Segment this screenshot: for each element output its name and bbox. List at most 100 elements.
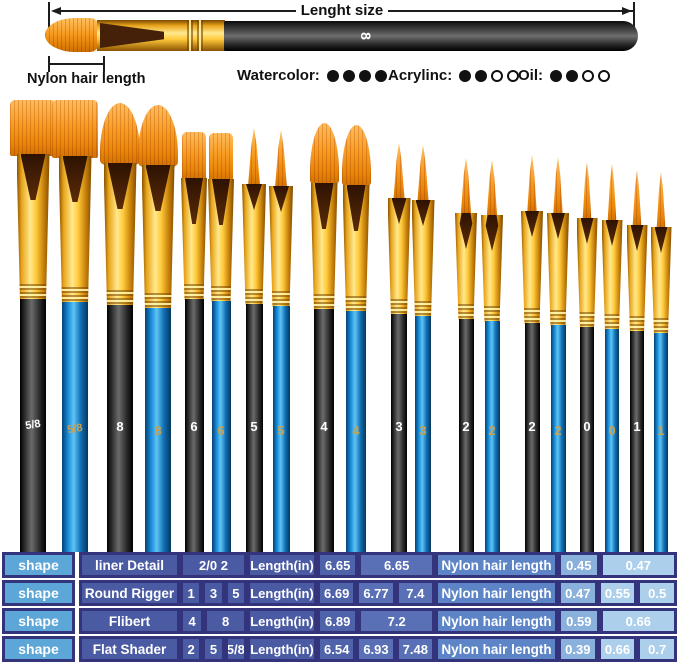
filled-dot-icon xyxy=(358,69,371,82)
brush-size-0-black: 0 xyxy=(555,0,619,552)
brush-size-4-blue: 4 xyxy=(324,0,388,552)
brush-crimp xyxy=(626,316,648,330)
table-cell-size: 8 xyxy=(204,608,247,634)
table-cell-shape: shape xyxy=(2,580,75,606)
table-cell-size: 4 xyxy=(180,608,205,634)
brush-crimp xyxy=(141,293,175,307)
table-group-nylon-values: 0.39 0.66 0.7 xyxy=(558,636,678,662)
table-row: shape Round Rigger 1 3 5 Length(in) 6.69 6.77 7.… xyxy=(2,580,678,606)
brush-size-number: 2 xyxy=(554,423,562,438)
brush-ferrule xyxy=(411,200,435,317)
table-cell-nylon-value: 0.45 xyxy=(558,552,600,578)
arrow-right-icon xyxy=(622,7,632,15)
brush-ferrule xyxy=(310,183,338,310)
brush-crimp xyxy=(601,314,623,328)
filled-dot-icon xyxy=(326,69,339,82)
measure-endbar-right xyxy=(633,2,635,32)
table-group-sizes: 2 5 5/8 xyxy=(180,636,247,662)
brush-hair xyxy=(182,132,206,180)
table-cell-shape: shape xyxy=(2,552,75,578)
brush-size-number: 0 xyxy=(583,419,591,434)
brush-handle xyxy=(484,321,500,552)
brush-ferrule xyxy=(141,165,175,309)
brush-crimp xyxy=(481,306,503,320)
brush-ferrule xyxy=(547,213,569,326)
brush-ferrule xyxy=(626,225,648,332)
table-cell-size: 5 xyxy=(224,580,247,606)
length-size-label: Lenght size xyxy=(300,2,384,19)
table-cell-length-value: 7.2 xyxy=(358,608,435,634)
brush-crimp xyxy=(16,284,50,298)
brush-crimp xyxy=(521,308,543,322)
table-group-nylon-values: 0.45 0.47 xyxy=(558,552,677,578)
brush-size-5-black: 5 xyxy=(222,0,286,552)
brush-ferrule xyxy=(103,163,137,306)
brush-size-5-8-black: 5/8 xyxy=(1,0,65,552)
nylon-hair-length-label: Nylon hair length xyxy=(27,71,146,87)
filled-dot-icon xyxy=(566,69,578,82)
empty-dot-icon xyxy=(507,69,520,82)
table-cell-size: 5 xyxy=(202,636,225,662)
brush-handle xyxy=(346,311,366,552)
table-cell-nylon-value: 0.47 xyxy=(558,580,598,606)
brush-size-8-black: 8 xyxy=(88,0,152,552)
brush-hair xyxy=(309,123,339,185)
brush-hair xyxy=(582,162,592,220)
brush-handle xyxy=(524,323,540,552)
brush-size-3-black: 3 xyxy=(367,0,431,552)
brush-size-6-black: 6 xyxy=(162,0,226,552)
brush-set: 5/8 5/8 8 8 6 6 5 5 4 4 3 3 2 2 2 2 0 0 1 1 xyxy=(1,0,672,552)
brush-hair xyxy=(417,145,429,202)
brush-handle xyxy=(211,301,231,552)
brush-handle xyxy=(580,327,594,552)
table-cell-length-value: 7.48 xyxy=(395,636,435,662)
table-cell-nylon-value: 0.66 xyxy=(599,608,677,634)
table-cell-nylon-value: 0.39 xyxy=(558,636,598,662)
empty-dot-icon xyxy=(491,69,504,82)
brush-ferrule xyxy=(650,227,672,334)
table-cell-shape: shape xyxy=(2,608,75,634)
brush-size-5-blue: 5 xyxy=(249,0,313,552)
brush-handle xyxy=(458,319,474,552)
brush-size-number: 5 xyxy=(250,419,258,434)
brush-handle xyxy=(107,305,133,552)
table-cell-length-value: 7.4 xyxy=(395,580,435,606)
brush-ferrule xyxy=(455,213,477,320)
brush-size-number: 4 xyxy=(352,423,360,438)
length-measure-diagram: Lenght size 8 Nylon hair length Watercol… xyxy=(0,0,679,96)
filled-dot-icon xyxy=(342,69,355,82)
table-cell-length-value: 6.77 xyxy=(356,580,396,606)
legend-item: Oil: xyxy=(518,67,610,84)
table-group-lengths: 6.65 6.65 xyxy=(317,552,435,578)
brush-hair xyxy=(209,133,233,181)
filled-dot-icon xyxy=(475,69,488,82)
table-cell-size: 2 xyxy=(180,636,203,662)
brush-ferrule xyxy=(387,198,411,315)
empty-dot-icon xyxy=(598,69,610,82)
brush-handle xyxy=(184,299,204,552)
brush-hair xyxy=(341,125,371,187)
brush-hair xyxy=(52,100,98,158)
brush-hair xyxy=(10,100,56,156)
brush-ferrule xyxy=(601,220,623,330)
brush-size-number: 2 xyxy=(488,423,496,438)
table-group-lengths: 6.69 6.77 7.4 xyxy=(317,580,435,606)
brush-size-number: 4 xyxy=(320,419,328,434)
table-group-nylon-values: 0.59 0.66 xyxy=(558,608,677,634)
measure-endbar-left xyxy=(48,2,50,32)
table-cell-length-value: 6.65 xyxy=(317,552,359,578)
brush-hair xyxy=(656,172,666,229)
measure-line-right xyxy=(388,10,633,12)
table-group-lengths: 6.89 7.2 xyxy=(317,608,435,634)
brush-size-5-8-blue: 5/8 xyxy=(43,0,107,552)
brush-size-2-black: 2 xyxy=(500,0,564,552)
table-cell-size: 2/0 2 xyxy=(180,552,247,578)
brush-ferrule xyxy=(242,184,266,305)
table-cell-nylon-label: Nylon hair length xyxy=(435,608,558,634)
brush-ferrule xyxy=(269,186,293,307)
brush-crimp xyxy=(650,318,672,332)
brush-handle xyxy=(391,314,407,552)
brush-handle xyxy=(415,316,431,552)
